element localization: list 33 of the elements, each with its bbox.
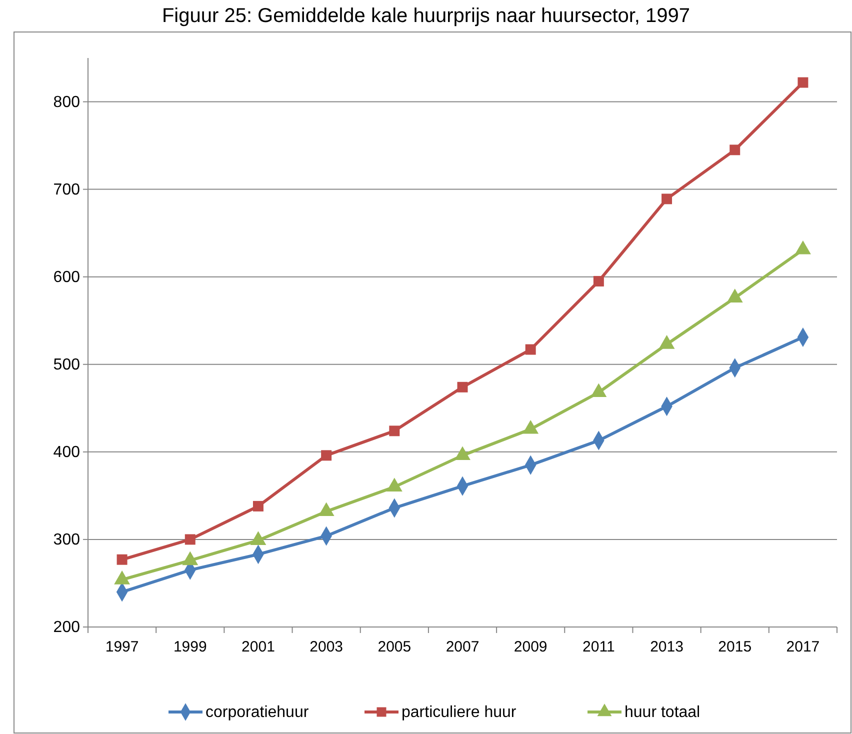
point [730, 144, 740, 156]
point [389, 426, 400, 436]
x-tick-label: 2011 [582, 638, 615, 656]
x-tick-label: 2017 [786, 638, 820, 656]
y-tick-label: 200 [53, 619, 80, 636]
y-tick-label: 700 [53, 181, 80, 198]
point [457, 382, 468, 392]
x-tick-label: 2013 [650, 638, 684, 656]
point [662, 194, 672, 204]
y-tick-label: 300 [53, 532, 80, 549]
legend-label: huur totaal [624, 704, 700, 721]
legend-label: particuliere huur [402, 704, 517, 721]
x-tick-label: 2007 [446, 638, 480, 656]
point [798, 77, 808, 88]
point [321, 450, 332, 461]
x-tick-label: 1999 [173, 638, 207, 656]
x-tick-label: 2009 [514, 638, 548, 656]
x-tick-label: 1997 [105, 638, 139, 656]
y-tick-label: 500 [53, 356, 80, 374]
point [252, 500, 264, 512]
legend-label: corporatiehuur [206, 704, 310, 721]
x-tick-label: 2005 [378, 638, 412, 656]
point [593, 276, 604, 286]
x-tick-label: 2015 [718, 638, 752, 656]
chart-title: Figuur 25: Gemiddelde kale huurprijs naar huursector, 1997 [162, 5, 690, 27]
y-tick-label: 800 [53, 94, 80, 111]
x-tick-label: 2001 [242, 638, 275, 656]
y-tick-label: 600 [53, 268, 80, 286]
point [184, 534, 196, 545]
x-tick-label: 2003 [310, 638, 344, 656]
point [525, 344, 536, 355]
point [116, 554, 128, 565]
y-tick-label: 400 [53, 444, 80, 462]
